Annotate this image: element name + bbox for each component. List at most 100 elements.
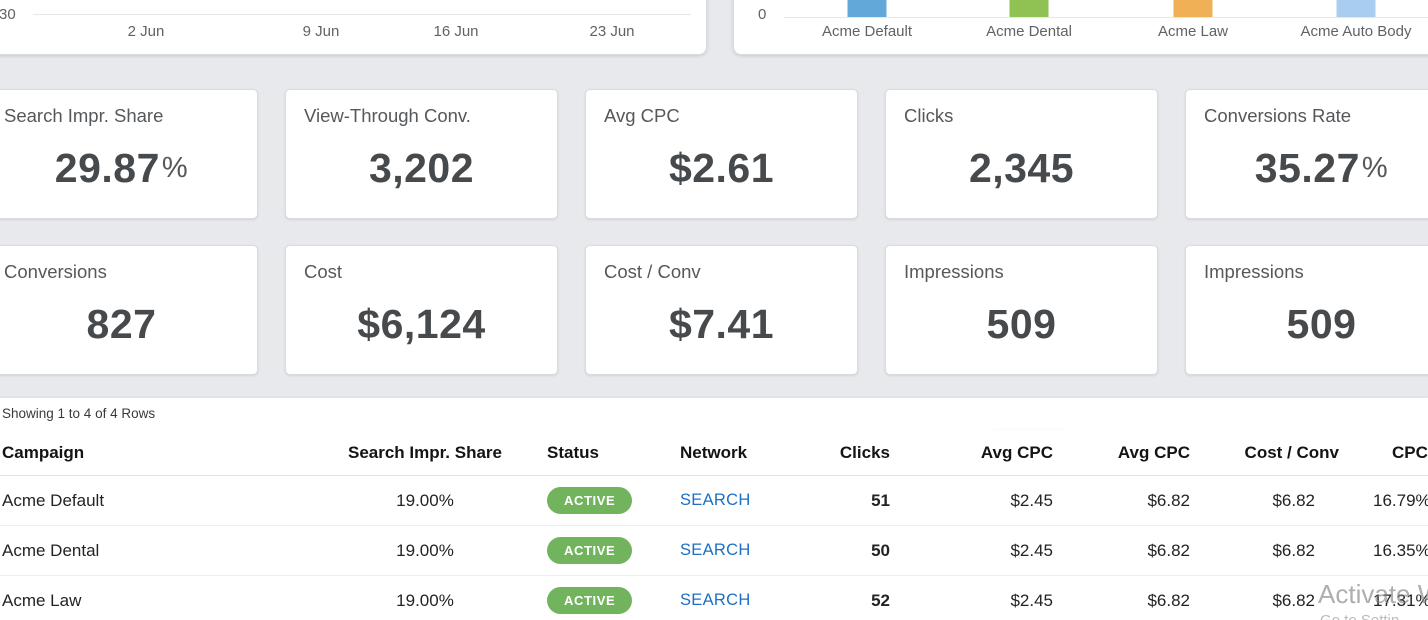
- column-header-clicks[interactable]: Clicks: [795, 430, 911, 476]
- network-link[interactable]: SEARCH: [680, 541, 751, 559]
- bar-category-label: Acme Dental: [986, 23, 1072, 40]
- cell-campaign: Acme Law: [0, 576, 313, 620]
- bar-acme-default[interactable]: [847, 0, 887, 17]
- kpi-number: 509: [986, 301, 1057, 347]
- bar-category-label: Acme Default: [821, 23, 913, 40]
- kpi-title: Cost: [304, 261, 343, 282]
- cell-status: ACTIVE: [537, 576, 667, 620]
- cell-cpc-pct: 16.35%: [1351, 526, 1428, 576]
- network-link[interactable]: SEARCH: [680, 591, 751, 609]
- kpi-card-search-impr-share: Search Impr. Share 29.87%: [0, 89, 258, 219]
- kpi-value: $6,124: [304, 283, 539, 374]
- cell-network: SEARCH: [667, 576, 795, 620]
- trend-gridline: [33, 14, 691, 15]
- kpi-title: Conversions: [4, 261, 107, 282]
- column-header-avg-cpc-2[interactable]: Avg CPC: [1063, 430, 1200, 476]
- cell-cost-conv: $6.82: [1200, 526, 1351, 576]
- kpi-value: 3,202: [304, 127, 539, 218]
- trend-chart-card: 30 2 Jun 9 Jun 16 Jun 23 Jun: [0, 0, 707, 55]
- kpi-card-impressions-1: Impressions 509: [885, 245, 1158, 375]
- cell-avg-cpc: $2.45: [911, 476, 1063, 526]
- cell-search-impr-share: 19.00%: [313, 576, 537, 620]
- cell-status: ACTIVE: [537, 526, 667, 576]
- kpi-number: 509: [1286, 301, 1357, 347]
- cell-clicks: 52: [795, 576, 911, 620]
- column-header-campaign[interactable]: Campaign: [0, 430, 313, 476]
- column-header-status[interactable]: Status: [537, 430, 667, 476]
- column-header-network[interactable]: Network: [667, 430, 795, 476]
- kpi-card-avg-cpc: Avg CPC $2.61: [585, 89, 858, 219]
- trend-x-tick: 16 Jun: [433, 23, 479, 40]
- cell-clicks: 50: [795, 526, 911, 576]
- bar-acme-auto-body[interactable]: [1336, 0, 1376, 17]
- kpi-value: 2,345: [904, 127, 1139, 218]
- kpi-value: 827: [4, 283, 239, 374]
- kpi-value: 29.87%: [4, 127, 239, 218]
- kpi-number: 3,202: [368, 145, 475, 191]
- kpi-value: 509: [904, 283, 1139, 374]
- kpi-row-1: Search Impr. Share 29.87% View-Through C…: [0, 89, 1428, 219]
- kpi-card-impressions-2: Impressions 509: [1185, 245, 1428, 375]
- cell-cpc-pct: 17.31%: [1351, 576, 1428, 620]
- cell-clicks: 51: [795, 476, 911, 526]
- trend-y-axis-tick: 30: [0, 6, 16, 23]
- cell-avg-cpc-2: $6.82: [1063, 576, 1200, 620]
- cell-avg-cpc: $2.45: [911, 576, 1063, 620]
- campaigns-table-section: Showing 1 to 4 of 4 Rows Campaign Search…: [0, 398, 1428, 620]
- kpi-number: 827: [86, 301, 157, 347]
- cell-search-impr-share: 19.00%: [313, 476, 537, 526]
- kpi-number: 35.27: [1254, 145, 1360, 191]
- campaigns-table: Campaign Search Impr. Share Status Netwo…: [0, 430, 1428, 620]
- cell-status: ACTIVE: [537, 476, 667, 526]
- cell-avg-cpc-2: $6.82: [1063, 526, 1200, 576]
- campaign-bar-chart-card: 0 Acme Default Acme Dental Acme Law Acme…: [733, 0, 1428, 55]
- cell-cpc-pct: 16.79%: [1351, 476, 1428, 526]
- kpi-card-cost: Cost $6,124: [285, 245, 558, 375]
- cell-cost-conv: $6.82: [1200, 476, 1351, 526]
- cell-network: SEARCH: [667, 526, 795, 576]
- kpi-row-2: Conversions 827 Cost $6,124 Cost / Conv …: [0, 245, 1428, 375]
- table-row-count-status: Showing 1 to 4 of 4 Rows: [2, 406, 156, 421]
- kpi-title: Impressions: [904, 261, 1004, 282]
- kpi-title: Cost / Conv: [604, 261, 701, 282]
- column-header-cpc[interactable]: CPC: [1351, 430, 1428, 476]
- kpi-card-conversions-rate: Conversions Rate 35.27%: [1185, 89, 1428, 219]
- kpi-number: 29.87: [54, 145, 160, 191]
- kpi-title: Clicks: [904, 105, 954, 126]
- status-badge: ACTIVE: [547, 587, 633, 614]
- cell-search-impr-share: 19.00%: [313, 526, 537, 576]
- column-header-avg-cpc[interactable]: Avg CPC: [911, 430, 1063, 476]
- status-badge: ACTIVE: [547, 537, 633, 564]
- column-header-cost-conv[interactable]: Cost / Conv: [1200, 430, 1351, 476]
- bar-axis-line: [784, 17, 1428, 18]
- bar-acme-dental[interactable]: [1009, 0, 1049, 17]
- kpi-title: Search Impr. Share: [4, 105, 164, 126]
- bar-acme-law[interactable]: [1173, 0, 1213, 17]
- kpi-value: $2.61: [604, 127, 839, 218]
- kpi-title: Impressions: [1204, 261, 1304, 282]
- cell-campaign: Acme Dental: [0, 526, 313, 576]
- network-link[interactable]: SEARCH: [680, 491, 751, 509]
- kpi-title: Avg CPC: [604, 105, 680, 126]
- kpi-value: $7.41: [604, 283, 839, 374]
- status-badge: ACTIVE: [547, 487, 633, 514]
- bar-y-axis-tick: 0: [758, 6, 767, 23]
- cell-campaign: Acme Default: [0, 476, 313, 526]
- kpi-value: 509: [1204, 283, 1428, 374]
- kpi-value: 35.27%: [1204, 127, 1428, 218]
- column-header-search-impr-share[interactable]: Search Impr. Share: [313, 430, 537, 476]
- kpi-card-conversions: Conversions 827: [0, 245, 258, 375]
- kpi-number: $2.61: [668, 145, 775, 191]
- kpi-suffix: %: [161, 152, 189, 184]
- kpi-number: 2,345: [968, 145, 1075, 191]
- bar-category-label: Acme Auto Body: [1300, 23, 1412, 40]
- kpi-suffix: %: [1361, 152, 1389, 184]
- kpi-card-clicks: Clicks 2,345: [885, 89, 1158, 219]
- kpi-title: View-Through Conv.: [304, 105, 471, 126]
- kpi-card-cost-per-conv: Cost / Conv $7.41: [585, 245, 858, 375]
- cell-avg-cpc-2: $6.82: [1063, 476, 1200, 526]
- cell-avg-cpc: $2.45: [911, 526, 1063, 576]
- trend-x-tick: 2 Jun: [127, 23, 165, 40]
- kpi-number: $6,124: [357, 301, 486, 347]
